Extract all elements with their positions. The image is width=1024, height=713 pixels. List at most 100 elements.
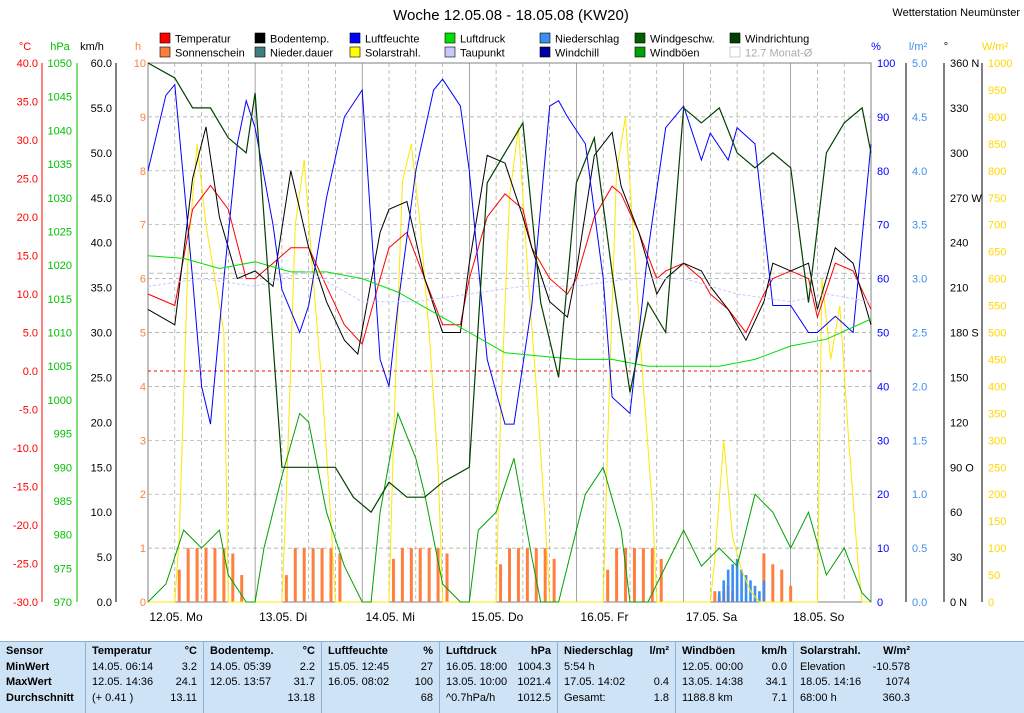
legend-item: Windrichtung — [729, 32, 809, 46]
sunshine-bar — [650, 548, 654, 602]
pressure-tick-label: 1015 — [48, 294, 72, 306]
stats-column: Sensor MinWert MaxWert Durchschnitt — [0, 642, 86, 713]
stats-row: (+ 0.41 ) 13.11 — [92, 691, 197, 704]
legend-swatch — [254, 46, 266, 58]
solar-tick-label: 800 — [988, 166, 1006, 178]
wind-tick-label: 30.0 — [91, 328, 112, 340]
legend-swatch — [349, 46, 361, 58]
pressure-tick-label: 1025 — [48, 226, 72, 238]
solar-tick-label: 750 — [988, 193, 1006, 205]
sunshine-bar — [329, 548, 333, 602]
rain-unit-label: l/m² — [909, 41, 928, 53]
rain-bar — [762, 580, 766, 602]
temperature-tick-label: -10.0 — [13, 443, 38, 455]
temperature-tick-label: 0.0 — [23, 366, 38, 378]
direction-tick-label: 0 N — [950, 597, 967, 609]
direction-tick-label: 330 — [950, 103, 968, 115]
rain-tick-label: 1.5 — [912, 435, 927, 447]
sunshine-bar — [508, 548, 511, 602]
pressure-tick-label: 975 — [54, 563, 72, 575]
humidity-tick-label: 0 — [877, 597, 883, 609]
legend-label: Taupunkt — [460, 48, 505, 60]
legend-item: Niederschlag — [539, 32, 619, 46]
humidity-tick-label: 100 — [877, 58, 895, 70]
legend-label: 12.7 Monat-Ø — [745, 48, 813, 60]
series-luftfeuchte — [147, 78, 872, 425]
rain-bar — [744, 575, 748, 602]
legend-label: Sonnenschein — [175, 48, 245, 60]
stats-row: 12.05. 13:57 31.7 — [210, 676, 315, 689]
legend-label: Niederschlag — [555, 34, 619, 46]
pressure-tick-label: 1045 — [48, 92, 72, 104]
rain-bar — [740, 569, 743, 602]
wind-tick-label: 0.0 — [97, 597, 112, 609]
axis-group: 40.035.030.025.020.015.010.05.00.0-5.0-1… — [13, 41, 1013, 624]
sunshine-bar — [409, 548, 413, 602]
stats-row: 18.05. 14:16 1074 — [800, 676, 910, 689]
stats-row: 14.05. 05:39 2.2 — [210, 660, 315, 673]
stats-row: 12.05. 00:00 0.0 — [682, 660, 787, 673]
weather-chart: 40.035.030.025.020.015.010.05.00.0-5.0-1… — [13, 7, 1020, 624]
legend-item: Bodentemp. — [254, 32, 329, 46]
sunshine-bar — [780, 569, 784, 602]
sunshine-tick-label: 1 — [140, 543, 146, 555]
legend-label: Luftdruck — [460, 34, 506, 46]
x-tick-label: 17.05. Sa — [686, 610, 738, 624]
sunshine-tick-label: 2 — [140, 489, 146, 501]
rain-tick-label: 0.0 — [912, 597, 927, 609]
sunshine-bar — [320, 548, 324, 602]
legend-item: 12.7 Monat-Ø — [729, 46, 813, 60]
direction-tick-label: 90 O — [950, 462, 974, 474]
wind-tick-label: 55.0 — [91, 103, 112, 115]
wind-tick-label: 60.0 — [91, 58, 112, 70]
legend-item: Solarstrahl. — [349, 46, 421, 60]
legend-label: Windböen — [650, 48, 700, 60]
legend-label: Bodentemp. — [270, 34, 329, 46]
sunshine-bar — [445, 553, 449, 602]
sunshine-bar — [615, 548, 619, 602]
wind-tick-label: 45.0 — [91, 193, 112, 205]
stats-row: 68:00 h 360.3 — [800, 691, 910, 704]
sunshine-bar — [391, 558, 395, 602]
rain-tick-label: 0.5 — [912, 543, 927, 555]
rain-tick-label: 2.5 — [912, 328, 927, 340]
rain-bar — [731, 564, 734, 602]
legend-swatch — [634, 32, 646, 44]
temperature-tick-label: -20.0 — [13, 520, 38, 532]
rain-tick-label: 4.0 — [912, 166, 927, 178]
legend-swatch — [254, 32, 266, 44]
pressure-tick-label: 985 — [54, 496, 72, 508]
sunshine-tick-label: 4 — [140, 381, 146, 393]
sunshine-bar — [789, 585, 793, 602]
stats-row: MaxWert — [6, 676, 52, 689]
stats-row: Gesamt: 1.8 — [564, 691, 669, 704]
stats-row: 13.05. 10:00 1021.4 — [446, 676, 551, 689]
solar-tick-label: 700 — [988, 220, 1006, 232]
x-tick-label: 16.05. Fr — [580, 610, 628, 624]
legend-label: Windgeschw. — [650, 34, 715, 46]
sunshine-tick-label: 3 — [140, 435, 146, 447]
pressure-tick-label: 1020 — [48, 260, 72, 272]
x-tick-label: 13.05. Di — [259, 610, 307, 624]
rain-bar — [735, 558, 739, 602]
series-temperatur — [147, 184, 872, 346]
sunshine-bar — [213, 548, 217, 602]
stats-header: Temperatur °C — [92, 645, 197, 657]
sunshine-bar — [762, 553, 766, 602]
direction-tick-label: 210 — [950, 283, 968, 295]
stats-column: Windböen km/h 12.05. 00:00 0.0 13.05. 14:38 3… — [676, 642, 794, 713]
sunshine-unit-label: h — [135, 41, 141, 53]
solar-tick-label: 600 — [988, 274, 1006, 286]
pressure-tick-label: 995 — [54, 429, 72, 441]
temperature-tick-label: 15.0 — [17, 251, 38, 263]
stats-header: Windböen km/h — [682, 645, 787, 657]
humidity-tick-label: 60 — [877, 274, 889, 286]
stats-row: 68 — [420, 691, 433, 704]
sunshine-tick-label: 7 — [140, 220, 146, 232]
legend-item: Windgeschw. — [634, 32, 715, 46]
rain-tick-label: 2.0 — [912, 381, 927, 393]
legend-swatch — [539, 32, 551, 44]
sunshine-bar — [204, 548, 208, 602]
solar-unit-label: W/m² — [982, 41, 1009, 53]
solar-tick-label: 550 — [988, 301, 1006, 313]
